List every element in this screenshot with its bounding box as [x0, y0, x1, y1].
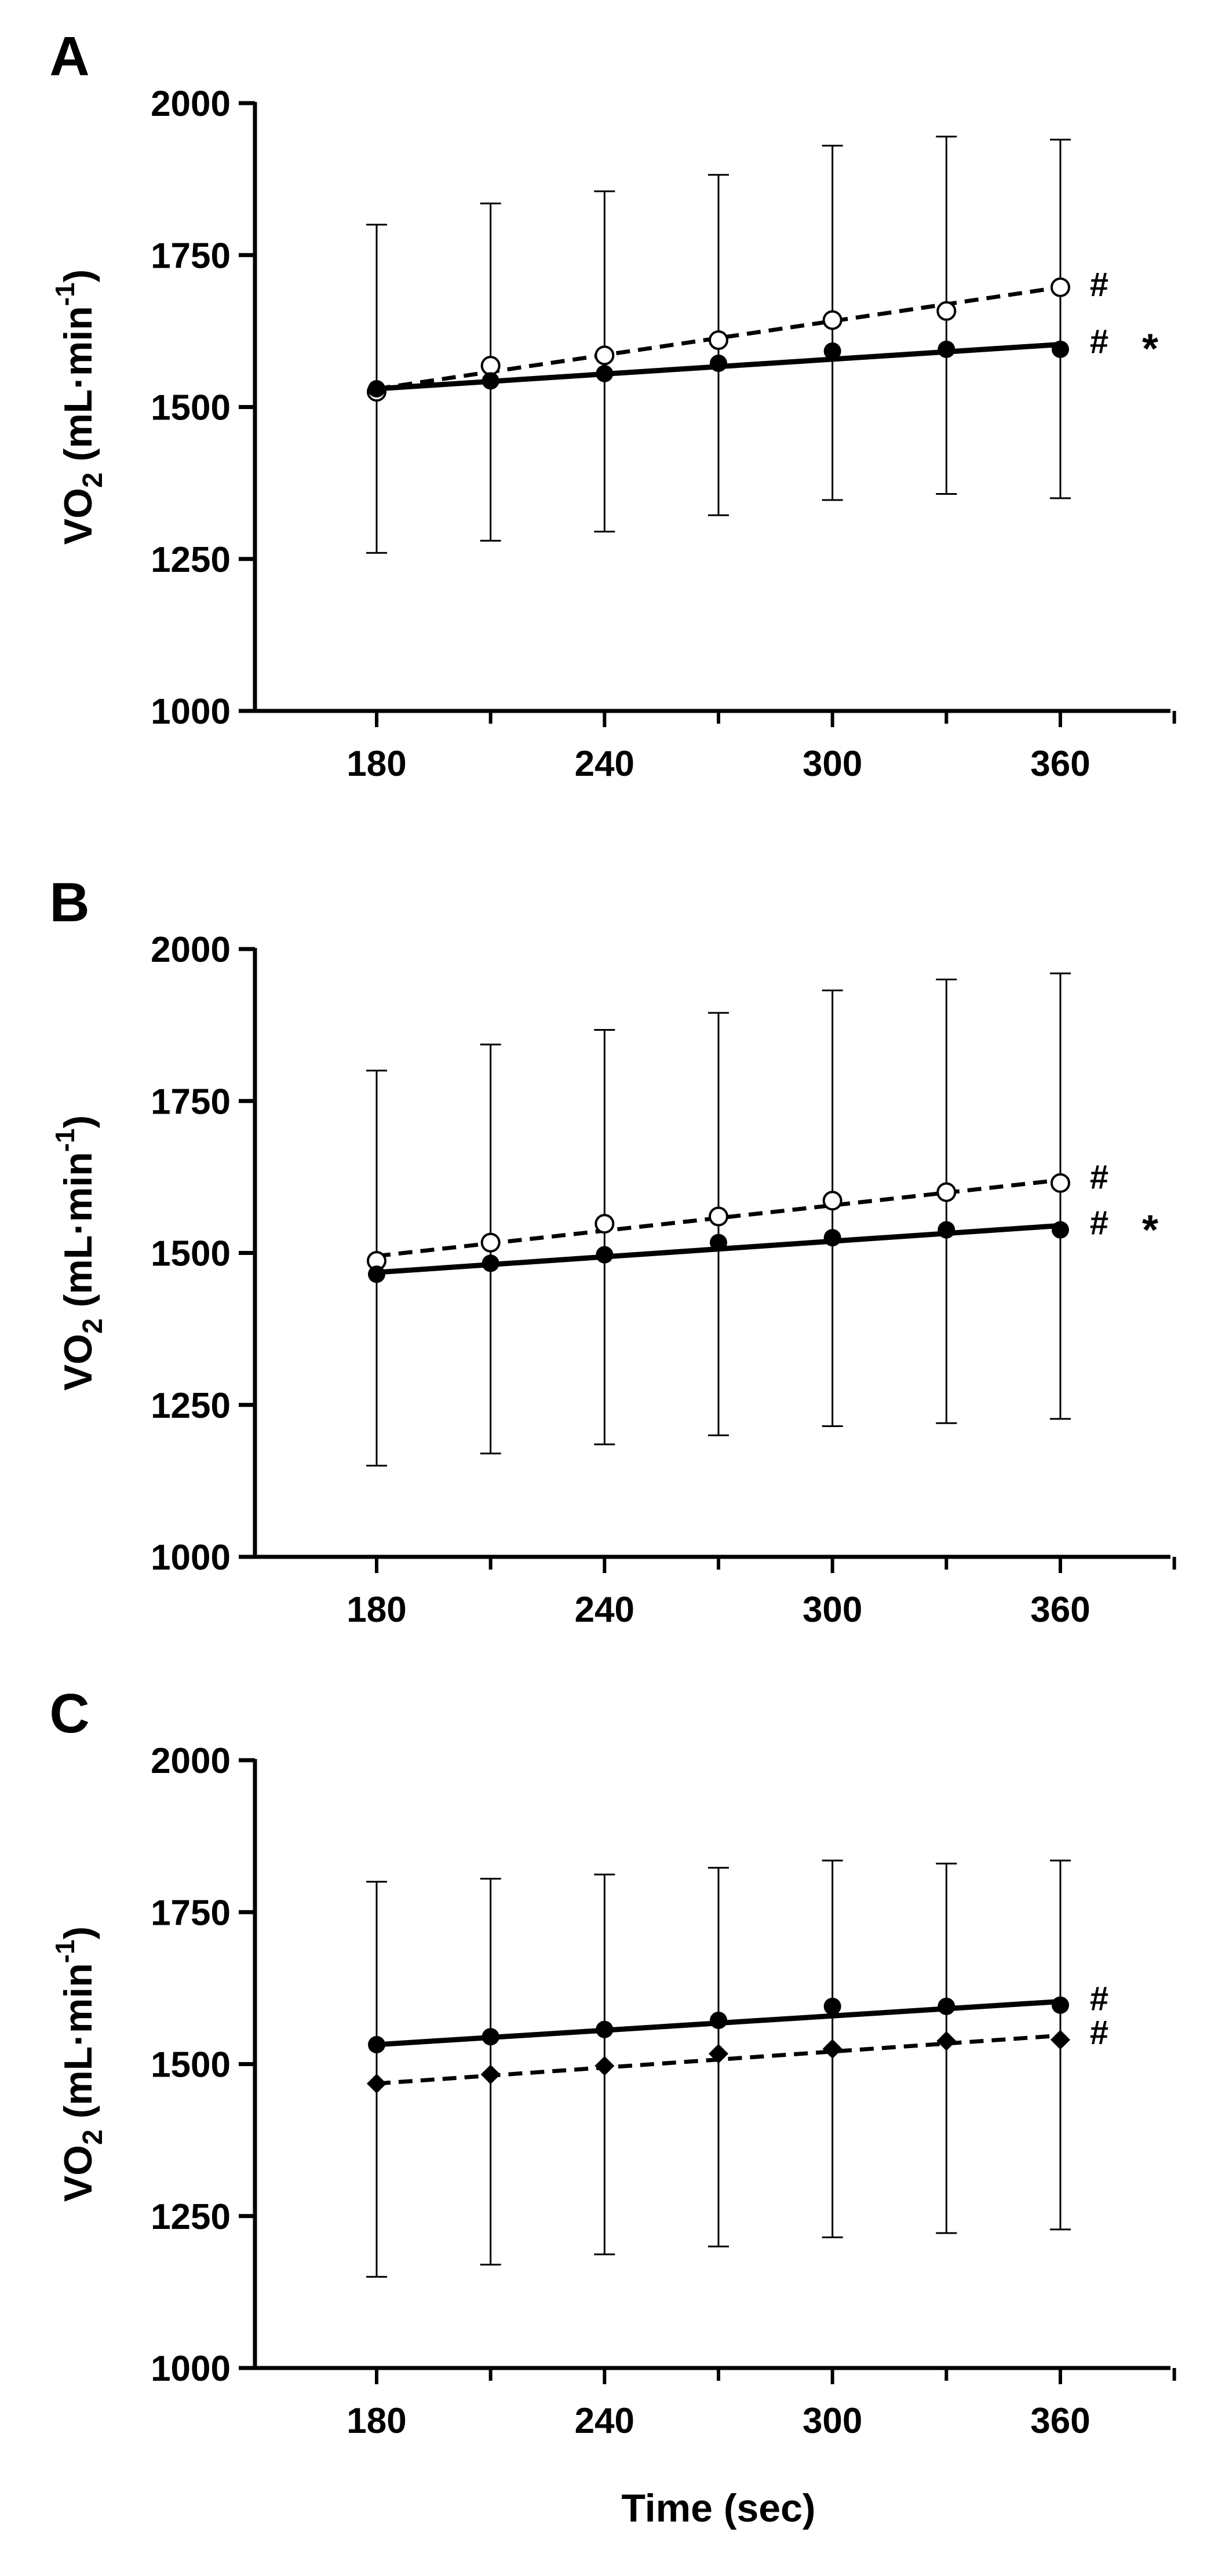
- significance-hash: #: [1090, 323, 1108, 360]
- significance-hash: #: [1090, 1159, 1108, 1196]
- data-point-filled-circle: [596, 2020, 614, 2038]
- y-tick-label: 1250: [151, 540, 231, 580]
- data-point-open-circle: [709, 330, 728, 351]
- y-axis-title: VO2 (mL·min-1): [50, 269, 108, 545]
- y-tick-label: 1500: [151, 2045, 231, 2085]
- significance-star: *: [1142, 1207, 1158, 1253]
- y-axis-title: VO2 (mL·min-1): [50, 1926, 108, 2202]
- y-tick-label: 1250: [151, 2197, 231, 2237]
- x-tick-label: 180: [346, 2401, 406, 2441]
- x-tick-label: 240: [575, 744, 634, 784]
- data-point-open-circle: [594, 1214, 615, 1234]
- x-tick-label: 180: [346, 1590, 406, 1630]
- data-point-filled-circle: [368, 380, 385, 398]
- panel-c: C 1000 1250 1500 1750 2000 180 240 300 360 VO2 (mL…: [49, 1683, 1176, 2530]
- panel-b: B 1000 1250 1500 1750 2000 180 240 300 360 VO2 (mL…: [49, 871, 1176, 1630]
- y-tick-label: 1750: [151, 1893, 231, 1933]
- x-tick-label: 300: [803, 2401, 862, 2441]
- data-point-filled-circle: [596, 1246, 614, 1264]
- panel-label: C: [49, 1683, 89, 1745]
- y-axis-title: VO2 (mL·min-1): [50, 1115, 108, 1391]
- data-point-open-circle: [1050, 1173, 1070, 1193]
- data-point-filled-circle: [482, 2028, 499, 2046]
- data-point-open-circle: [480, 1232, 501, 1253]
- data-point-filled-diamond: [709, 2044, 728, 2064]
- x-tick-label: 360: [1030, 1590, 1090, 1630]
- data-point-open-circle: [1050, 277, 1070, 297]
- data-point-filled-circle: [710, 1234, 727, 1251]
- data-point-filled-circle: [1052, 340, 1069, 358]
- data-point-filled-circle: [938, 1221, 955, 1239]
- data-point-filled-circle: [368, 2035, 385, 2053]
- x-tick-label: 300: [803, 1590, 862, 1630]
- y-tick-label: 1250: [151, 1386, 231, 1426]
- data-point-filled-circle: [823, 342, 841, 360]
- data-point-open-circle: [594, 345, 615, 366]
- data-point-filled-diamond: [936, 2031, 957, 2051]
- data-point-filled-circle: [938, 340, 955, 358]
- data-point-filled-circle: [596, 364, 614, 382]
- data-point-filled-circle: [368, 1265, 385, 1283]
- panel-label: A: [49, 25, 89, 87]
- y-tick-label: 2000: [151, 1741, 231, 1781]
- significance-hash: #: [1090, 1980, 1108, 2017]
- x-tick-label: 360: [1030, 744, 1090, 784]
- data-point-open-circle: [936, 1182, 957, 1202]
- y-tick-label: 1750: [151, 1082, 231, 1122]
- data-point-filled-circle: [710, 2011, 727, 2029]
- y-tick-label: 1000: [151, 2349, 231, 2389]
- y-tick-label: 1000: [151, 692, 231, 732]
- significance-star: *: [1142, 326, 1158, 372]
- panel-a: A 1000 1250 1500 1750 2000 180 240 300 360 VO2 (mL…: [49, 25, 1176, 784]
- y-tick-label: 1000: [151, 1538, 231, 1578]
- y-tick-label: 2000: [151, 84, 231, 124]
- data-point-filled-circle: [823, 1997, 841, 2015]
- data-point-filled-circle: [1052, 1221, 1069, 1239]
- x-tick-label: 240: [575, 2401, 634, 2441]
- data-point-open-circle: [480, 356, 501, 376]
- panel-label: B: [49, 871, 89, 933]
- significance-hash: #: [1090, 1204, 1108, 1242]
- data-point-filled-diamond: [1050, 2030, 1070, 2050]
- data-point-open-circle: [709, 1206, 728, 1227]
- significance-hash: #: [1090, 2014, 1108, 2052]
- data-point-filled-diamond: [367, 2074, 386, 2094]
- x-tick-label: 240: [575, 1590, 634, 1630]
- data-point-filled-diamond: [822, 2039, 842, 2059]
- data-point-filled-circle: [482, 1254, 499, 1272]
- data-point-filled-circle: [482, 372, 499, 390]
- data-point-open-circle: [822, 310, 842, 330]
- data-point-open-circle: [936, 301, 957, 321]
- y-tick-label: 1500: [151, 388, 231, 428]
- x-tick-label: 360: [1030, 2401, 1090, 2441]
- data-point-open-circle: [822, 1191, 842, 1211]
- x-tick-label: 300: [803, 744, 862, 784]
- data-point-filled-diamond: [480, 2064, 501, 2085]
- y-tick-label: 1500: [151, 1234, 231, 1274]
- data-point-filled-circle: [1052, 1996, 1069, 2014]
- data-point-filled-diamond: [594, 2056, 615, 2076]
- x-tick-label: 180: [346, 744, 406, 784]
- data-point-filled-circle: [710, 354, 727, 372]
- y-tick-label: 2000: [151, 930, 231, 970]
- data-point-filled-circle: [823, 1229, 841, 1247]
- significance-hash: #: [1090, 266, 1108, 304]
- data-point-filled-circle: [938, 1997, 955, 2015]
- y-tick-label: 1750: [151, 236, 231, 276]
- x-axis-title: Time (sec): [621, 2486, 815, 2530]
